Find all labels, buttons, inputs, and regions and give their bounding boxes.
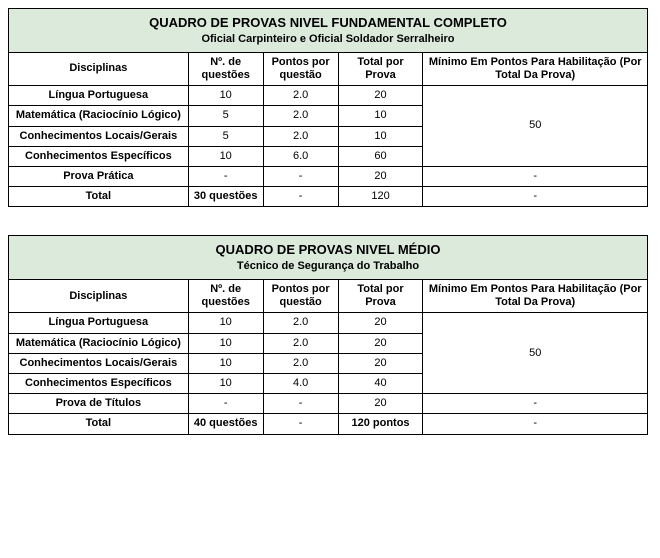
cell-disc: Conhecimentos Específicos (9, 146, 189, 166)
table-title-row: QUADRO DE PROVAS NIVEL FUNDAMENTAL COMPL… (9, 9, 648, 33)
cell-disc: Conhecimentos Locais/Gerais (9, 353, 189, 373)
cell-tp: 40 (338, 374, 423, 394)
table-title-row: QUADRO DE PROVAS NIVEL MÉDIO (9, 236, 648, 260)
col-disciplinas: Disciplinas (9, 280, 189, 313)
table-subtitle-row: Oficial Carpinteiro e Oficial Soldador S… (9, 33, 648, 53)
cell-min: - (423, 394, 648, 414)
table-header-row: Disciplinas Nº. de questões Pontos por q… (9, 52, 648, 85)
table-header-row: Disciplinas Nº. de questões Pontos por q… (9, 280, 648, 313)
cell-disc: Total (9, 414, 189, 434)
cell-tp: 120 pontos (338, 414, 423, 434)
cell-nq: - (188, 166, 263, 186)
table-row: Língua Portuguesa 10 2.0 20 50 (9, 313, 648, 333)
cell-pq: - (263, 394, 338, 414)
table-row-total: Total 40 questões - 120 pontos - (9, 414, 648, 434)
table-subtitle: Oficial Carpinteiro e Oficial Soldador S… (9, 33, 648, 53)
cell-tp: 20 (338, 353, 423, 373)
table-subtitle-row: Técnico de Segurança do Trabalho (9, 260, 648, 280)
cell-disc: Prova de Títulos (9, 394, 189, 414)
col-minimo: Mínimo Em Pontos Para Habilitação (Por T… (423, 52, 648, 85)
cell-nq: 10 (188, 333, 263, 353)
cell-disc: Língua Portuguesa (9, 86, 189, 106)
cell-disc: Matemática (Raciocínio Lógico) (9, 106, 189, 126)
col-total-prova: Total por Prova (338, 52, 423, 85)
cell-pq: 2.0 (263, 313, 338, 333)
cell-disc: Total (9, 187, 189, 207)
cell-nq: 30 questões (188, 187, 263, 207)
table-row: Língua Portuguesa 10 2.0 20 50 (9, 86, 648, 106)
cell-nq: 10 (188, 374, 263, 394)
cell-pq: - (263, 187, 338, 207)
cell-tp: 20 (338, 86, 423, 106)
cell-nq: 40 questões (188, 414, 263, 434)
col-num-questoes: Nº. de questões (188, 52, 263, 85)
table-title: QUADRO DE PROVAS NIVEL FUNDAMENTAL COMPL… (9, 9, 648, 33)
cell-tp: 20 (338, 333, 423, 353)
col-pontos-questao: Pontos por questão (263, 280, 338, 313)
cell-pq: 4.0 (263, 374, 338, 394)
table-title: QUADRO DE PROVAS NIVEL MÉDIO (9, 236, 648, 260)
cell-nq: 10 (188, 146, 263, 166)
col-minimo: Mínimo Em Pontos Para Habilitação (Por T… (423, 280, 648, 313)
cell-pq: 2.0 (263, 126, 338, 146)
cell-tp: 10 (338, 126, 423, 146)
cell-disc: Conhecimentos Específicos (9, 374, 189, 394)
cell-disc: Língua Portuguesa (9, 313, 189, 333)
cell-pq: 2.0 (263, 333, 338, 353)
cell-pq: 2.0 (263, 106, 338, 126)
cell-pq: - (263, 166, 338, 186)
cell-min-group: 50 (423, 313, 648, 394)
table-subtitle: Técnico de Segurança do Trabalho (9, 260, 648, 280)
table-row-total: Total 30 questões - 120 - (9, 187, 648, 207)
cell-disc: Conhecimentos Locais/Gerais (9, 126, 189, 146)
cell-tp: 10 (338, 106, 423, 126)
col-num-questoes: Nº. de questões (188, 280, 263, 313)
cell-tp: 20 (338, 313, 423, 333)
cell-nq: 10 (188, 86, 263, 106)
table-fundamental: QUADRO DE PROVAS NIVEL FUNDAMENTAL COMPL… (8, 8, 648, 207)
table-row-extra: Prova de Títulos - - 20 - (9, 394, 648, 414)
cell-nq: 5 (188, 126, 263, 146)
cell-disc: Prova Prática (9, 166, 189, 186)
col-total-prova: Total por Prova (338, 280, 423, 313)
cell-min: - (423, 414, 648, 434)
col-pontos-questao: Pontos por questão (263, 52, 338, 85)
cell-tp: 20 (338, 394, 423, 414)
cell-pq: 6.0 (263, 146, 338, 166)
cell-tp: 120 (338, 187, 423, 207)
cell-nq: 10 (188, 313, 263, 333)
cell-min: - (423, 187, 648, 207)
cell-min-group: 50 (423, 86, 648, 167)
cell-pq: 2.0 (263, 353, 338, 373)
cell-min: - (423, 166, 648, 186)
table-medio: QUADRO DE PROVAS NIVEL MÉDIO Técnico de … (8, 235, 648, 434)
cell-disc: Matemática (Raciocínio Lógico) (9, 333, 189, 353)
table-row-extra: Prova Prática - - 20 - (9, 166, 648, 186)
cell-pq: 2.0 (263, 86, 338, 106)
cell-tp: 20 (338, 166, 423, 186)
cell-nq: - (188, 394, 263, 414)
cell-tp: 60 (338, 146, 423, 166)
col-disciplinas: Disciplinas (9, 52, 189, 85)
cell-nq: 5 (188, 106, 263, 126)
cell-nq: 10 (188, 353, 263, 373)
cell-pq: - (263, 414, 338, 434)
